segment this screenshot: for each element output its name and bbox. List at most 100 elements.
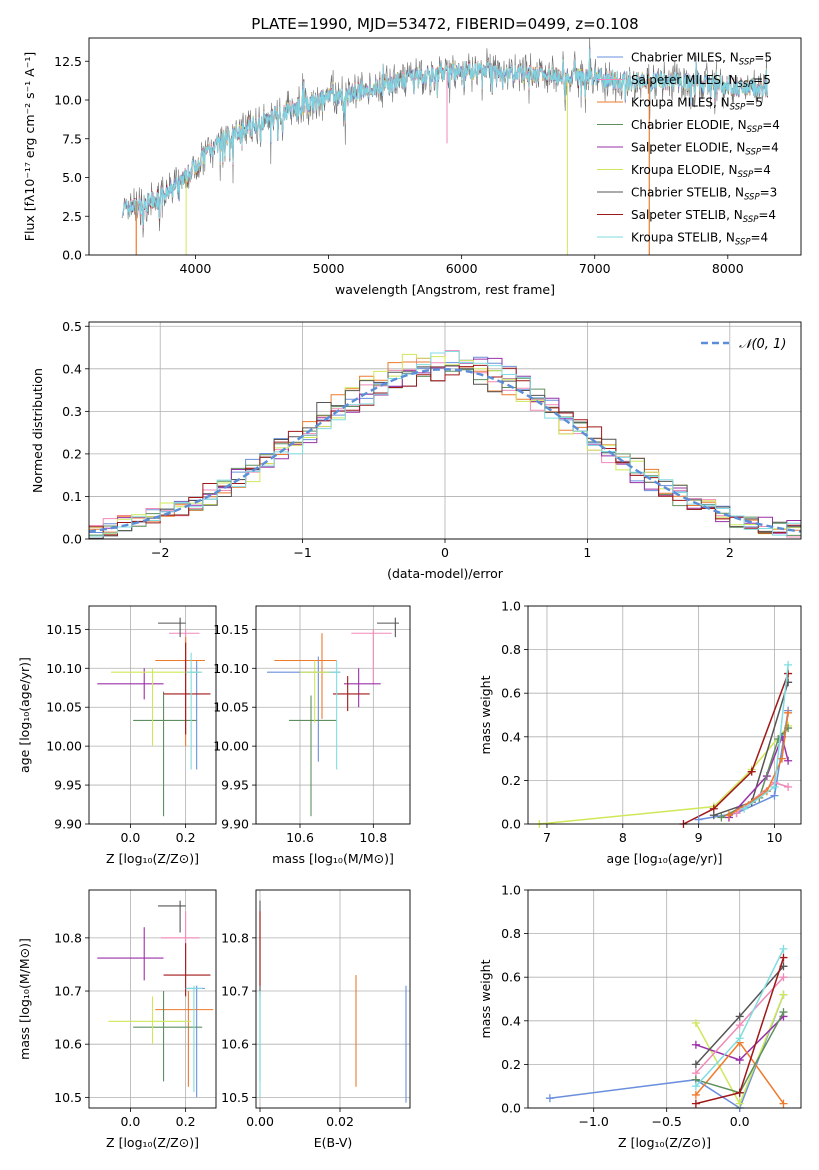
marker-salpeter_miles [779, 973, 788, 982]
marker-chabrier_elodie [717, 813, 726, 822]
marker-kroupa_stelib [740, 804, 749, 813]
y-tick-label: 0.2 [501, 773, 521, 788]
series-line-kroupa_elodie [539, 725, 789, 825]
marker-chabrier_stelib [735, 1012, 744, 1021]
x-axis-label: age [log₁₀(age/yr)] [607, 851, 723, 866]
y-axis-label: age [log₁₀(age/yr)] [17, 657, 32, 773]
axes-frame [88, 37, 802, 256]
y-tick-label: 10.6 [54, 1037, 82, 1052]
axes-frame [88, 889, 217, 1109]
y-tick-label: 0.2 [501, 1057, 521, 1072]
legend-entry-salpeter_stelib: Salpeter STELIB, NSSP=4 [631, 208, 776, 225]
y-tick-label: 10.15 [213, 622, 249, 637]
legend-entry-salpeter_elodie: Salpeter ELODIE, NSSP=4 [631, 141, 779, 158]
x-tick-label: 0.0 [120, 1114, 140, 1129]
x-tick-label: 8000 [712, 261, 744, 276]
legend-entry-kroupa_stelib: Kroupa STELIB, NSSP=4 [631, 231, 768, 248]
marker-chabrier_miles [545, 1094, 554, 1103]
series-line-salpeter_elodie [728, 734, 789, 819]
marker-kroupa_stelib [770, 782, 779, 791]
figure-title: PLATE=1990, MJD=53472, FIBERID=0499, z=0… [251, 15, 638, 33]
marker-kroupa_stelib [735, 1034, 744, 1043]
legend-entry-kroupa_miles: Kroupa MILES, NSSP=5 [631, 96, 763, 113]
y-tick-label: 0.5 [62, 319, 82, 334]
spectrum-legend: Chabrier MILES, NSSP=5 Salpeter MILES, NS… [597, 51, 780, 248]
y-tick-label: 1.0 [501, 883, 521, 898]
marker-salpeter_stelib [735, 1088, 744, 1097]
x-axis-label: Z [log₁₀(Z/Z⊙)] [106, 851, 199, 866]
y-tick-label: 10.5 [54, 1090, 82, 1105]
marker-chabrier_elodie [774, 734, 783, 743]
y-axis-label: mass [log₁₀(M/M⊙)] [17, 938, 32, 1060]
weight-series [535, 660, 793, 828]
x-tick-label: 10.8 [359, 830, 387, 845]
marker-chabrier_stelib [709, 811, 718, 820]
y-axis-label: mass weight [478, 675, 493, 754]
chart-spectrum: 4000 5000 6000 7000 8000 0.0 2.5 5.0 7.5 10.0 12.5… [22, 37, 802, 297]
spectrum-lines [121, 38, 768, 255]
chart-age_vs_Z: 0.0 0.2 9.90 9.95 10.00 10.05 10.10 10.15 Z [log… [17, 605, 217, 866]
x-axis-label: Z [log₁₀(Z/Z⊙)] [618, 1135, 711, 1150]
y-tick-label: 0.4 [501, 1013, 521, 1028]
x-tick-label: 0.0 [120, 830, 140, 845]
x-tick-label: 0.02 [326, 1114, 354, 1129]
marker-kroupa_miles [724, 811, 733, 820]
errorbars [97, 900, 214, 1098]
marker-chabrier_miles [770, 791, 779, 800]
y-tick-label: 9.95 [54, 778, 82, 793]
marker-kroupa_stelib [779, 944, 788, 953]
y-tick-label: 0.0 [501, 1101, 521, 1116]
y-tick-label: 10.5 [221, 1090, 249, 1105]
y-tick-label: 7.5 [62, 131, 82, 146]
x-axis-label: E(B-V) [314, 1135, 353, 1150]
x-tick-label: 7000 [579, 261, 611, 276]
x-tick-label: 8 [619, 830, 627, 845]
chart-residuals: −2 −1 0 1 2 0.0 0.1 0.2 0.3 0.4 0.5 (data-model)/er… [30, 319, 802, 581]
x-tick-label: 0.0 [730, 1114, 750, 1129]
marker-salpeter_miles [735, 1021, 744, 1030]
x-tick-label: 10 [767, 830, 783, 845]
histogram-salpeter_stelib [89, 364, 801, 536]
errorbars [267, 617, 399, 817]
chart-weight_vs_Z: −1.0 −0.5 0.0 0.0 0.2 0.4 0.6 0.8 1.0 Z [log₁₀(Z/… [478, 883, 802, 1150]
marker-kroupa_miles [784, 708, 793, 717]
axes-frame [255, 605, 411, 825]
x-tick-label: 6000 [446, 261, 478, 276]
x-tick-label: 1 [583, 545, 591, 560]
marker-kroupa_elodie [691, 1018, 700, 1027]
legend-entry-salpeter_miles: Salpeter MILES, NSSP=5 [631, 73, 771, 90]
marker-chabrier_miles [694, 815, 703, 824]
y-tick-label: 0.6 [501, 686, 521, 701]
y-axis-label: mass weight [478, 959, 493, 1038]
x-axis-label: Z [log₁₀(Z/Z⊙)] [106, 1135, 199, 1150]
y-tick-label: 10.6 [221, 1037, 249, 1052]
y-tick-label: 10.10 [46, 661, 82, 676]
axes-frame [527, 605, 802, 825]
x-tick-label: 0 [441, 545, 449, 560]
y-tick-label: 10.7 [221, 984, 249, 999]
chart-age_vs_mass: 10.6 10.8 9.90 9.95 10.00 10.05 10.10 10.15 mass… [213, 605, 411, 866]
y-axis-label: Normed distribution [30, 368, 45, 493]
y-tick-label: 10.00 [213, 739, 249, 754]
errorbars [259, 900, 407, 1103]
axes-frame [527, 889, 802, 1109]
marker-kroupa_miles [778, 754, 787, 763]
y-tick-label: 0.4 [62, 361, 82, 376]
marker-salpeter_stelib [779, 953, 788, 962]
legend-entry-chabrier_stelib: Chabrier STELIB, NSSP=3 [631, 186, 777, 203]
axes-frame [255, 889, 411, 1109]
series-line-kroupa_stelib [121, 48, 768, 226]
marker-chabrier_stelib [691, 1060, 700, 1069]
y-tick-label: 10.00 [46, 739, 82, 754]
marker-chabrier_elodie [779, 1008, 788, 1017]
x-tick-label: 9 [695, 830, 703, 845]
marker-kroupa_stelib [691, 1082, 700, 1091]
y-tick-label: 12.5 [54, 54, 82, 69]
series-line-chabrier_miles [698, 710, 789, 821]
legend-entry-chabrier_miles: Chabrier MILES, NSSP=5 [631, 51, 772, 68]
axes-frame [88, 605, 217, 825]
marker-salpeter_elodie [691, 1040, 700, 1049]
x-tick-label: 2 [726, 545, 734, 560]
y-tick-label: 0.3 [62, 404, 82, 419]
